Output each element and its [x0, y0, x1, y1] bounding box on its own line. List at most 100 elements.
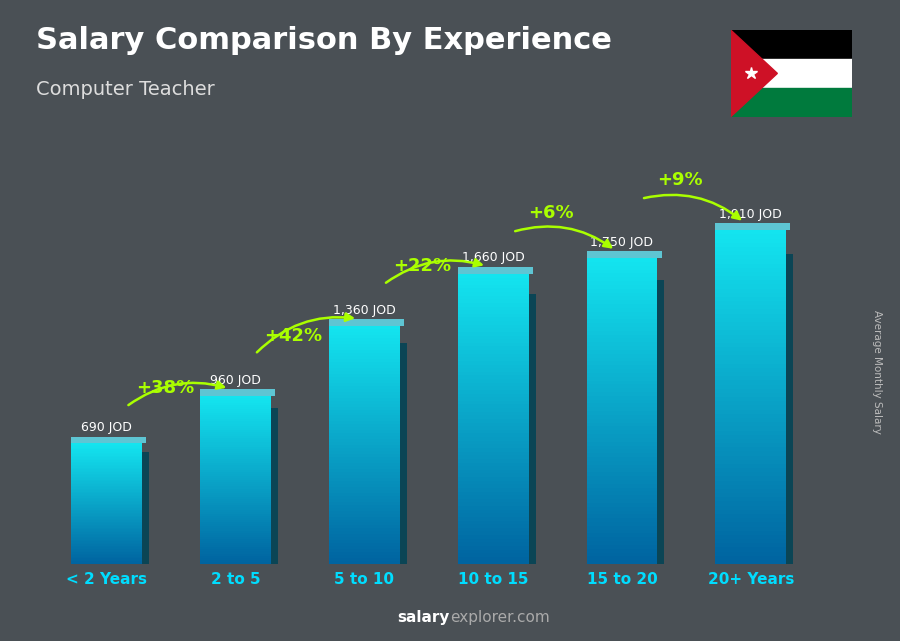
Bar	[71, 517, 142, 519]
Bar	[71, 451, 142, 453]
Bar	[458, 317, 528, 321]
Bar	[716, 435, 786, 439]
Bar	[71, 457, 142, 458]
Bar	[716, 410, 786, 414]
Bar	[587, 358, 657, 362]
Bar	[71, 475, 142, 477]
Bar	[458, 328, 528, 332]
Bar	[458, 274, 528, 278]
Bar	[71, 487, 142, 488]
Bar	[71, 462, 142, 463]
Bar	[458, 546, 528, 549]
Bar	[587, 342, 657, 346]
Bar	[71, 504, 142, 505]
Bar	[716, 460, 786, 464]
Bar	[71, 501, 142, 503]
Bar	[71, 507, 142, 508]
Bar	[458, 517, 528, 520]
Bar	[587, 426, 657, 430]
Bar	[458, 492, 528, 495]
Bar	[458, 531, 528, 535]
Bar	[329, 395, 400, 397]
Text: Average Monthly Salary: Average Monthly Salary	[872, 310, 883, 434]
Text: explorer.com: explorer.com	[450, 610, 550, 625]
Bar	[587, 507, 657, 510]
Bar	[587, 385, 657, 388]
Bar	[786, 254, 793, 564]
Text: Salary Comparison By Experience: Salary Comparison By Experience	[36, 26, 612, 54]
Text: +42%: +42%	[265, 327, 322, 345]
Bar	[200, 444, 271, 447]
Bar	[71, 505, 142, 507]
Bar	[458, 408, 528, 412]
Bar	[329, 377, 400, 380]
Bar	[458, 350, 528, 354]
Bar	[71, 560, 142, 561]
Bar	[716, 368, 786, 372]
Bar	[716, 280, 786, 285]
Bar	[716, 243, 786, 247]
Bar	[716, 363, 786, 368]
Bar	[458, 463, 528, 466]
Bar	[71, 447, 142, 448]
Bar	[587, 465, 657, 469]
Bar	[716, 451, 786, 456]
Bar	[71, 484, 142, 486]
Bar	[329, 513, 400, 517]
Bar	[329, 383, 400, 386]
Bar	[587, 503, 657, 507]
Bar	[200, 404, 271, 407]
Bar	[458, 357, 528, 361]
Bar	[716, 497, 786, 501]
Bar	[71, 551, 142, 552]
Bar	[329, 552, 400, 555]
FancyArrowPatch shape	[129, 381, 224, 405]
Bar	[587, 518, 657, 522]
Text: 1,910 JOD: 1,910 JOD	[719, 208, 782, 221]
Bar	[200, 417, 271, 419]
Bar	[587, 274, 657, 278]
Bar	[71, 528, 142, 529]
Bar	[200, 424, 271, 426]
Bar	[71, 499, 142, 501]
Bar	[200, 396, 271, 398]
Bar	[458, 376, 528, 379]
Bar	[587, 399, 657, 403]
Bar	[200, 501, 271, 503]
Bar	[587, 526, 657, 529]
Bar	[716, 551, 786, 556]
Bar	[329, 487, 400, 490]
Bar	[200, 554, 271, 556]
Bar	[458, 459, 528, 463]
Bar	[329, 329, 400, 332]
Bar	[329, 493, 400, 495]
Bar	[458, 346, 528, 350]
Bar	[329, 388, 400, 392]
Bar	[587, 469, 657, 472]
Bar	[587, 315, 657, 319]
Bar	[587, 476, 657, 480]
Bar	[200, 510, 271, 512]
Bar	[716, 235, 786, 238]
Bar	[200, 520, 271, 522]
Bar	[200, 462, 271, 463]
Bar	[200, 549, 271, 551]
Bar	[329, 540, 400, 544]
Bar	[587, 553, 657, 556]
Bar	[329, 469, 400, 472]
Bar	[200, 482, 271, 485]
Bar	[71, 512, 142, 513]
Bar	[587, 369, 657, 373]
Bar	[329, 350, 400, 353]
Bar	[458, 372, 528, 376]
Polygon shape	[731, 30, 778, 117]
Bar	[587, 514, 657, 518]
Text: 690 JOD: 690 JOD	[81, 421, 132, 434]
Bar	[329, 430, 400, 433]
Bar	[71, 522, 142, 523]
Bar	[731, 30, 852, 59]
Bar	[657, 279, 664, 564]
Bar	[200, 547, 271, 549]
Bar	[587, 484, 657, 488]
Bar	[71, 486, 142, 487]
